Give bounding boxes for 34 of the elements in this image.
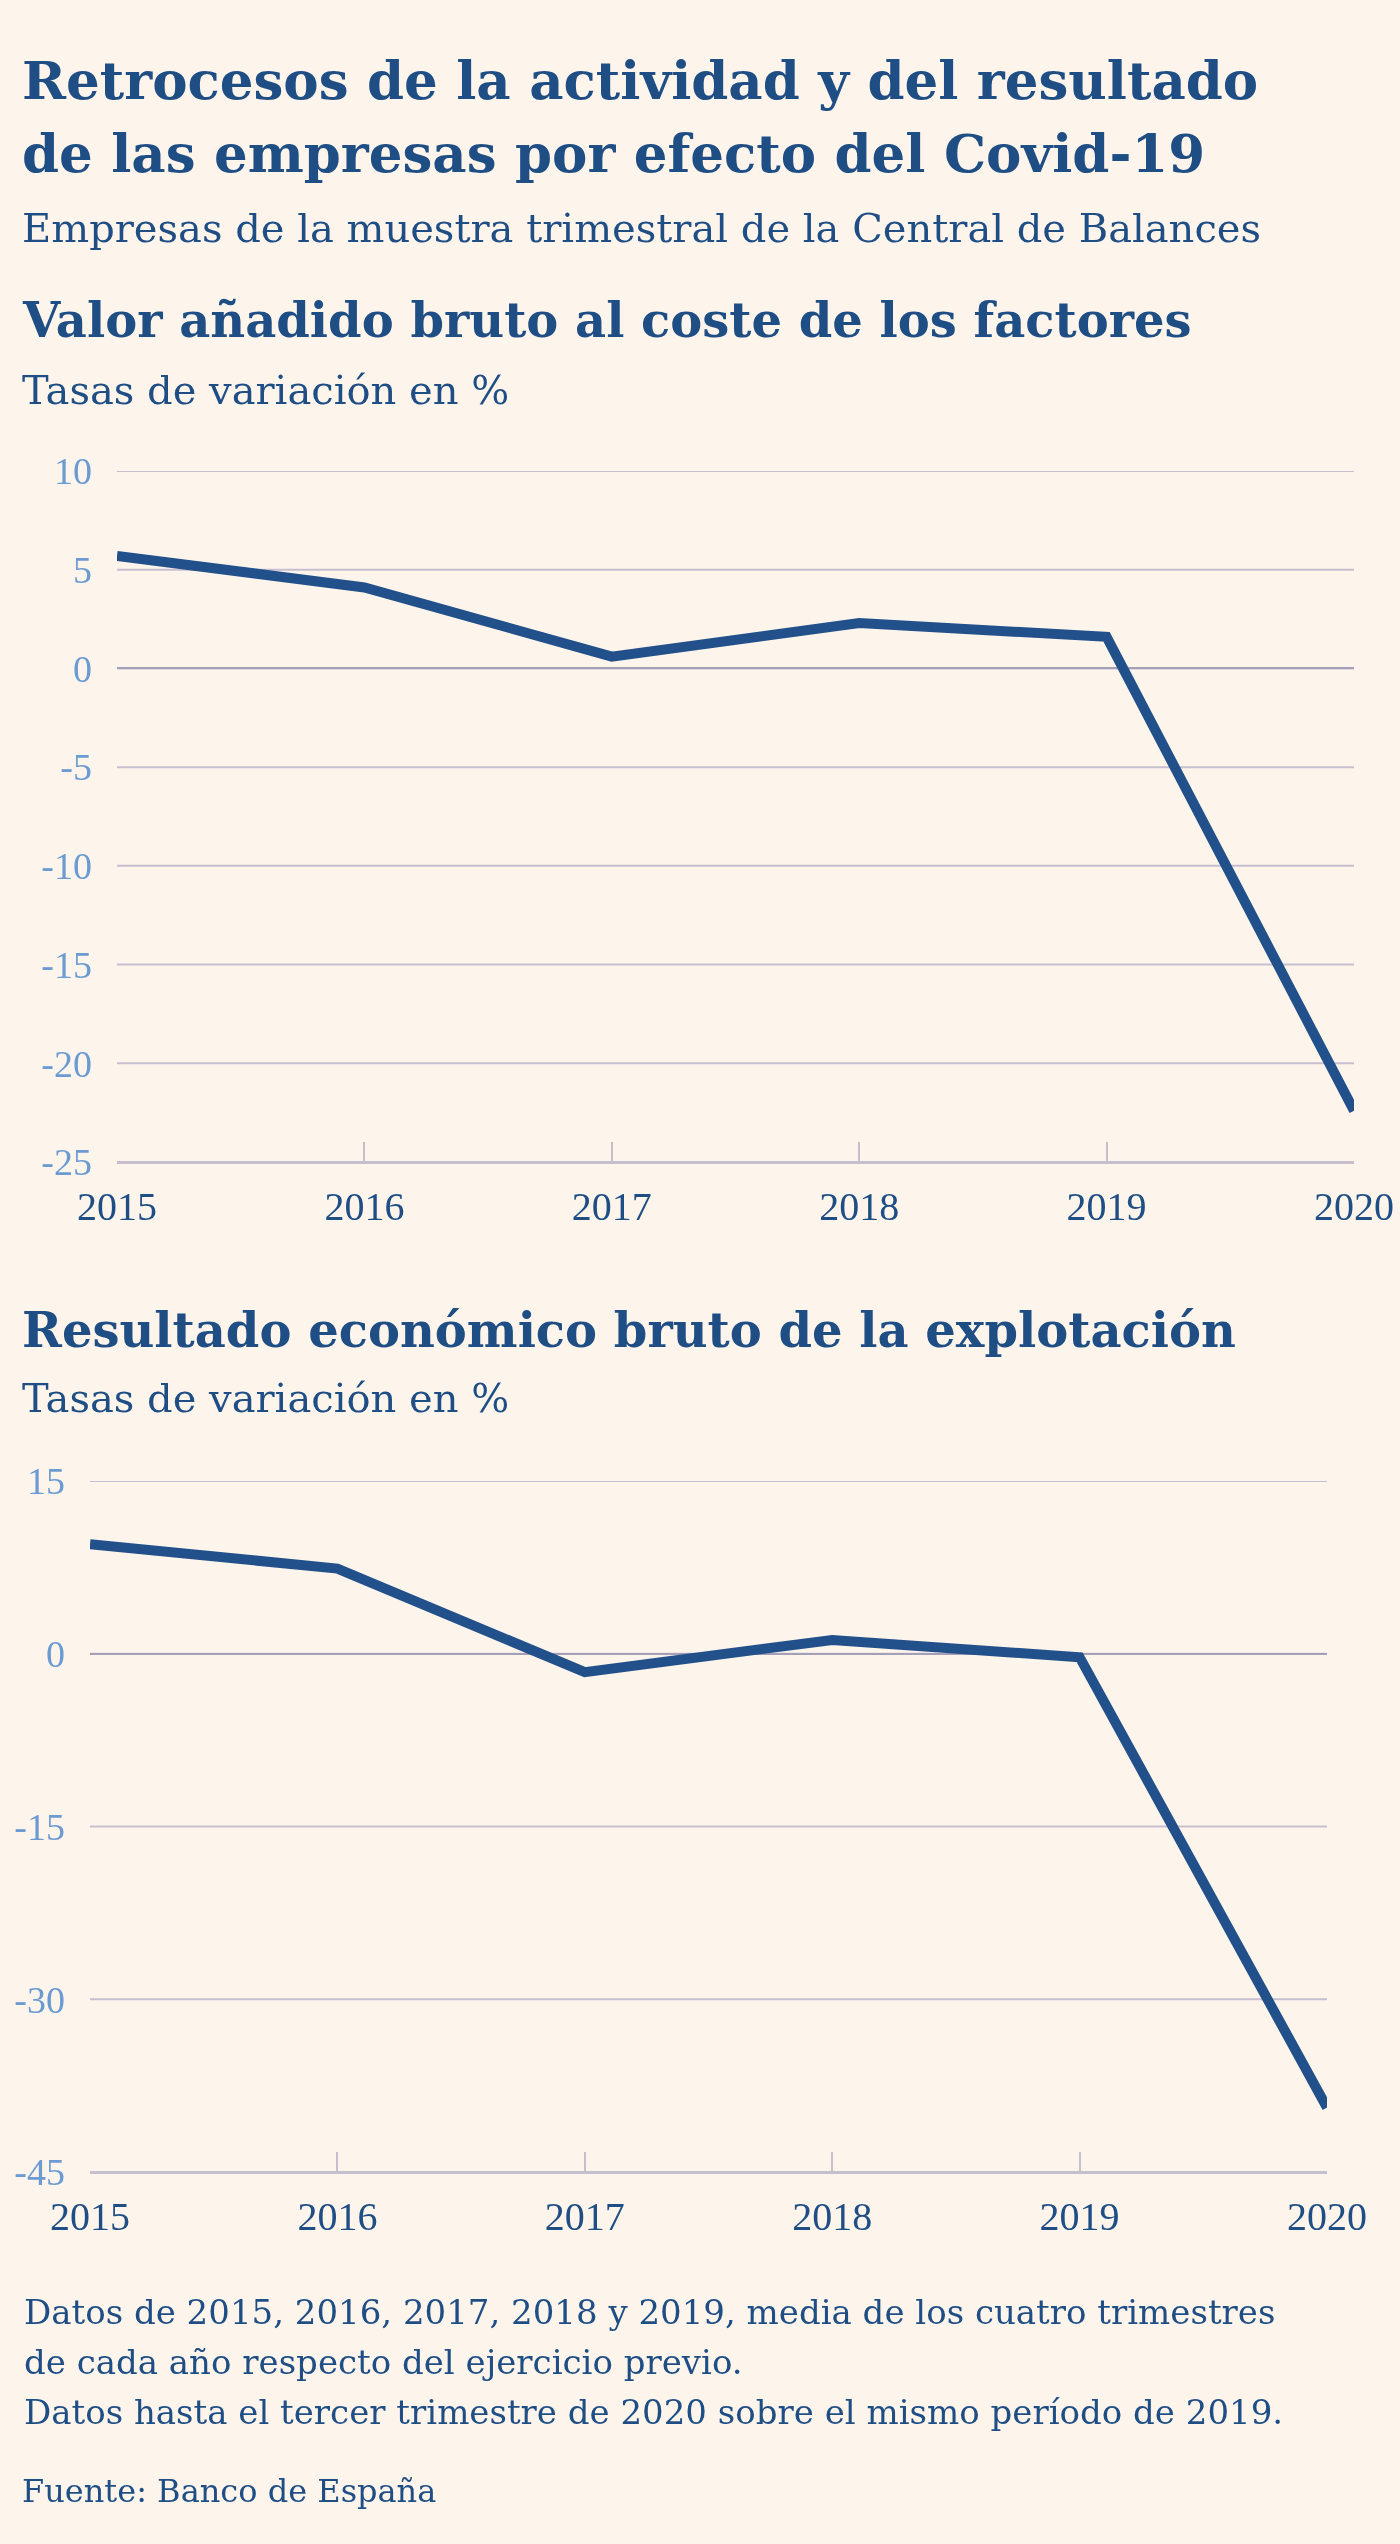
x-tick-label: 2015 (50, 2194, 130, 2239)
y-tick-label: 0 (46, 1633, 65, 1676)
y-tick-label: -10 (41, 845, 92, 888)
y-tick-label: 0 (73, 647, 92, 690)
chart-title: Resultado económico bruto de la explotación (22, 1302, 1236, 1358)
x-tick-label: 2016 (324, 1184, 405, 1229)
text: Empresas de la muestra trimestral de la Central de Balances (22, 205, 1261, 251)
x-tick-label: 2020 (1314, 1184, 1394, 1229)
y-axis-title: Tasas de variación en % (22, 1375, 510, 1421)
chart-title: Valor añadido bruto al coste de los factores (22, 292, 1192, 348)
y-tick-label: 10 (54, 450, 92, 493)
y-tick-label: -45 (14, 2151, 65, 2194)
y-tick-label: 5 (73, 549, 92, 592)
x-tick-label: 2016 (297, 2194, 378, 2239)
y-tick-label: -25 (41, 1141, 92, 1184)
x-tick-label: 2015 (77, 1184, 157, 1229)
y-tick-label: -5 (60, 746, 92, 789)
y-tick-label: -20 (41, 1042, 92, 1085)
y-tick-label: -30 (14, 1978, 65, 2021)
y-tick-label: 15 (27, 1460, 65, 1503)
x-tick-label: 2017 (571, 1184, 652, 1229)
y-axis-title: Tasas de variación en % (22, 367, 510, 413)
y-tick-label: -15 (41, 943, 92, 986)
x-tick-label: 2017 (544, 2194, 625, 2239)
text: Datos de 2015, 2016, 2017, 2018 y 2019, media de los cuatro trimestres de cada año respecto del ejercicio previo. (24, 2292, 1276, 2382)
text: Datos hasta el tercer trimestre de 2020 sobre el mismo período de 2019. (24, 2392, 1284, 2432)
x-tick-label: 2019 (1066, 1184, 1147, 1229)
y-tick-label: -15 (14, 1805, 65, 1848)
x-tick-label: 2020 (1287, 2194, 1367, 2239)
x-tick-label: 2018 (792, 2194, 873, 2239)
text: Retrocesos de la actividad y del resultado de las empresas por efecto del Covid-19 (22, 49, 1259, 184)
x-tick-label: 2019 (1039, 2194, 1120, 2239)
source-note: Fuente: Banco de España (22, 2472, 437, 2510)
x-tick-label: 2018 (819, 1184, 900, 1229)
